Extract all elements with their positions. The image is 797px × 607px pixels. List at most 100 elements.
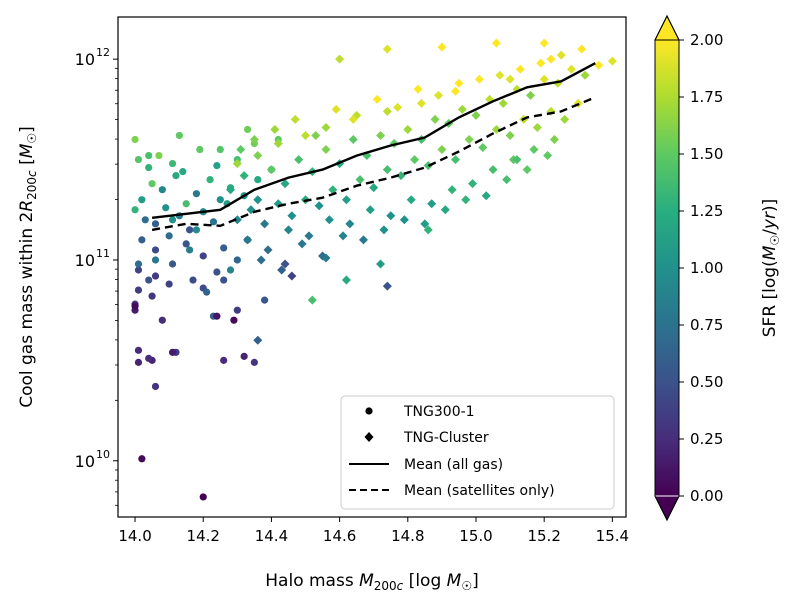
tng-cluster-point	[515, 64, 525, 74]
tng300-point	[145, 164, 153, 172]
colorbar-extend-min	[654, 495, 680, 522]
x-tick-label: 14.4	[255, 527, 288, 545]
colorbar-gradient	[655, 40, 679, 496]
legend-diamond-marker	[364, 432, 374, 442]
tng300-point	[261, 296, 269, 304]
tng-cluster-point	[526, 90, 536, 100]
legend-label-tng-cluster: TNG-Cluster	[403, 430, 489, 446]
plot-frame	[117, 16, 627, 518]
tng-cluster-point	[277, 265, 287, 275]
tng-cluster-point	[331, 104, 341, 114]
tng-cluster-point	[236, 145, 246, 155]
tng300-point	[192, 226, 201, 234]
tng-cluster-point	[382, 106, 392, 116]
tng-cluster-point	[382, 165, 392, 175]
tng-cluster-point	[396, 171, 406, 181]
tng-cluster-point	[451, 86, 461, 96]
tng-cluster-point	[273, 139, 283, 149]
tng300-point	[179, 168, 187, 176]
tng300-point	[254, 176, 262, 184]
tng300-point	[213, 268, 221, 276]
tng300-point	[220, 276, 228, 284]
tng300-point	[141, 216, 149, 224]
tng300-point	[220, 244, 228, 252]
y-tick-exponent: 12	[96, 46, 110, 59]
tng300-point	[151, 382, 160, 391]
tng300-point	[240, 352, 248, 360]
tng-cluster-point	[580, 70, 590, 80]
tng-cluster-point	[253, 335, 263, 345]
x-tick-label: 15.2	[527, 527, 560, 545]
tng-cluster-point	[410, 155, 420, 165]
y-tick-label: 10	[75, 452, 95, 471]
x-tick-label: 15.4	[596, 527, 629, 545]
tng-cluster-point	[399, 215, 409, 225]
tng-cluster-point	[280, 179, 290, 189]
tng-cluster-point	[321, 122, 331, 132]
tng300-point	[196, 145, 204, 154]
tng-cluster-point	[297, 239, 307, 249]
tng-cluster-point	[335, 54, 345, 64]
colorbar-tick-label: 1.50	[690, 145, 723, 163]
legend-label-mean-all: Mean (all gas)	[404, 457, 503, 473]
tng300-point	[151, 246, 160, 254]
tng300-point	[203, 288, 211, 296]
tng-cluster-point	[321, 253, 331, 263]
tng300-point	[168, 348, 177, 356]
tng300-point	[233, 306, 241, 314]
colorbar-extend-max	[654, 14, 680, 41]
tng300-point	[145, 151, 153, 160]
tng-cluster-point	[348, 134, 358, 144]
tng-cluster-point	[348, 114, 358, 124]
tng300-point	[145, 276, 153, 284]
tng-cluster-point	[577, 44, 587, 54]
tng300-point	[134, 286, 143, 294]
tng300-point	[213, 312, 221, 320]
tng-cluster-point	[311, 130, 321, 140]
y-tick-label: 10	[75, 50, 95, 69]
tng-cluster-point	[430, 114, 440, 124]
tng-cluster-point	[502, 175, 512, 185]
tng-cluster-point	[355, 175, 365, 185]
tng-cluster-point	[474, 74, 484, 84]
tng-cluster-point	[386, 211, 396, 221]
tng-cluster-point	[273, 199, 283, 209]
colorbar-tick-label: 0.00	[690, 487, 723, 505]
tng-cluster-point	[379, 225, 389, 235]
tng-cluster-point	[266, 165, 276, 175]
tng300-point	[226, 266, 235, 274]
tng-cluster-point	[560, 114, 570, 124]
tng-cluster-point	[498, 98, 508, 108]
tng-cluster-point	[376, 259, 386, 269]
tng-cluster-point	[324, 215, 334, 225]
tng-cluster-point	[505, 130, 515, 140]
tng-cluster-point	[249, 134, 259, 144]
tng-cluster-point	[372, 94, 382, 104]
tng-cluster-point	[283, 225, 293, 235]
tng300-point	[134, 260, 143, 268]
legend-circle-marker	[365, 407, 373, 415]
tng300-point	[213, 161, 221, 170]
tng300-point	[172, 172, 180, 180]
tng-cluster-point	[556, 50, 566, 60]
tng-cluster-point	[481, 191, 491, 201]
tng-cluster-point	[406, 195, 416, 205]
tng-cluster-point	[393, 102, 403, 112]
tng300-point	[158, 186, 166, 194]
tng-cluster-point	[280, 259, 290, 269]
tng300-point	[216, 196, 224, 204]
tng-cluster-point	[437, 145, 447, 155]
tng-cluster-point	[304, 231, 314, 241]
tng-cluster-point	[495, 70, 505, 80]
tng-cluster-point	[253, 195, 263, 205]
tng300-point	[182, 240, 190, 248]
tng300-point	[138, 236, 146, 244]
tng-cluster-point	[437, 42, 447, 52]
tng-cluster-point	[341, 275, 351, 285]
tng-cluster-point	[546, 54, 556, 64]
tng300-point	[148, 292, 156, 300]
tng-cluster-point	[420, 219, 430, 229]
colorbar-tick-label: 1.75	[690, 88, 723, 106]
